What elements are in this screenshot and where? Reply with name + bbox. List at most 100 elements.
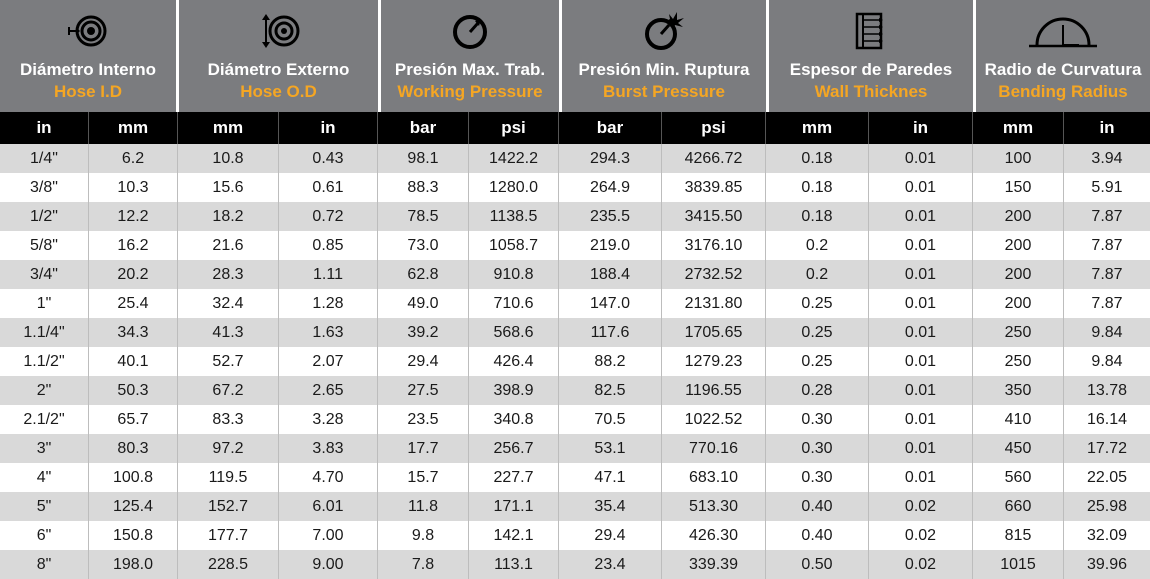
table-cell: 910.8	[469, 260, 559, 289]
table-cell: 770.16	[662, 434, 766, 463]
group-title-en: Bending Radius	[998, 82, 1128, 101]
table-cell: 188.4	[559, 260, 662, 289]
table-cell: 1.1/2"	[0, 347, 89, 376]
table-cell: 0.40	[766, 492, 869, 521]
group-title-es: Presión Min. Ruptura	[578, 60, 750, 79]
table-cell: 152.7	[178, 492, 279, 521]
table-cell: 9.84	[1091, 353, 1123, 370]
table-cell: 1196.55	[662, 376, 766, 405]
group-title-en: Working Pressure	[397, 82, 543, 101]
table-cell: 0.02	[869, 521, 973, 550]
table-cell: 3.94	[1091, 150, 1123, 167]
table-cell: 660	[973, 492, 1064, 521]
table-row: 1.1/2" 40.1 52.7 2.07 29.4 426.4 88.2 1279.23 0.…	[0, 347, 1150, 376]
table-cell: 7.87	[1091, 295, 1123, 312]
group-title-en: Burst Pressure	[603, 82, 725, 101]
table-cell: 88.3	[378, 173, 469, 202]
table-cell: 6.01	[279, 492, 378, 521]
table-cell: 0.01	[869, 144, 973, 173]
table-cell: 125.4	[89, 492, 178, 521]
table-cell: 264.9	[559, 173, 662, 202]
unit-label: psi	[662, 112, 766, 144]
table-cell: 0.02	[869, 550, 973, 579]
table-row: 1" 25.4 32.4 1.28 49.0 710.6 147.0 2131.80 0.25 0…	[0, 289, 1150, 318]
table-cell: 25.4	[89, 289, 178, 318]
table-cell: 6.2	[89, 144, 178, 173]
table-cell: 0.30	[766, 463, 869, 492]
table-cell: 119.5	[178, 463, 279, 492]
table-cell: 52.7	[178, 347, 279, 376]
group-burst-pressure: Presión Min. Ruptura Burst Pressure	[562, 0, 766, 112]
table-cell: 17.7	[378, 434, 469, 463]
table-cell: 0.01	[869, 463, 973, 492]
table-cell: 2.1/2"	[0, 405, 89, 434]
table-cell: 0.01	[869, 434, 973, 463]
table-cell: 41.3	[178, 318, 279, 347]
table-cell: 0.01	[869, 231, 973, 260]
table-cell: 53.1	[559, 434, 662, 463]
table-cell: 9.84	[1091, 324, 1123, 341]
table-cell: 27.5	[378, 376, 469, 405]
table-cell: 83.3	[178, 405, 279, 434]
table-row: 6" 150.8 177.7 7.00 9.8 142.1 29.4 426.30 0.40 0.…	[0, 521, 1150, 550]
unit-label: in	[869, 112, 973, 144]
table-cell: 70.5	[559, 405, 662, 434]
table-cell: 7.00	[279, 521, 378, 550]
wall-thickness-icon	[769, 10, 973, 52]
unit-label: mm	[766, 112, 869, 144]
table-cell: 1022.52	[662, 405, 766, 434]
unit-label: in	[279, 112, 378, 144]
table-cell: 7.87	[1091, 266, 1123, 283]
table-cell: 0.01	[869, 318, 973, 347]
unit-label: mm	[89, 112, 178, 144]
table-cell: 1280.0	[469, 173, 559, 202]
table-row: 3/4" 20.2 28.3 1.11 62.8 910.8 188.4 2732.52 0.2…	[0, 260, 1150, 289]
table-cell: 0.2	[766, 260, 869, 289]
table-cell: 18.2	[178, 202, 279, 231]
table-cell: 294.3	[559, 144, 662, 173]
table-cell: 4266.72	[662, 144, 766, 173]
table-cell: 513.30	[662, 492, 766, 521]
outer-diameter-icon	[179, 10, 378, 52]
table-cell: 177.7	[178, 521, 279, 550]
group-title-en: Hose I.D	[53, 82, 123, 101]
table-cell: 100	[973, 144, 1064, 173]
table-cell: 3176.10	[662, 231, 766, 260]
table-cell: 7.87	[1091, 237, 1123, 254]
table-cell: 78.5	[378, 202, 469, 231]
table-cell: 16.14	[1086, 411, 1128, 428]
table-cell: 198.0	[89, 550, 178, 579]
table-cell: 7.8	[378, 550, 469, 579]
table-cell: 142.1	[469, 521, 559, 550]
table-cell: 4.70	[279, 463, 378, 492]
table-cell: 339.39	[662, 550, 766, 579]
burst-gauge-icon	[562, 10, 766, 52]
table-cell: 50.3	[89, 376, 178, 405]
table-row: 1/2" 12.2 18.2 0.72 78.5 1138.5 235.5 3415.50 0.…	[0, 202, 1150, 231]
table-cell: 17.72	[1086, 440, 1128, 457]
table-cell: 12.2	[89, 202, 178, 231]
table-cell: 22.05	[1086, 469, 1128, 486]
table-cell: 0.25	[766, 318, 869, 347]
table-cell: 13.78	[1086, 382, 1128, 399]
table-cell: 4"	[0, 463, 89, 492]
table-cell: 7.87	[1091, 208, 1123, 225]
table-cell: 16.2	[89, 231, 178, 260]
table-cell: 0.01	[869, 376, 973, 405]
table-cell: 235.5	[559, 202, 662, 231]
table-cell: 1138.5	[469, 202, 559, 231]
table-cell: 98.1	[378, 144, 469, 173]
table-cell: 0.25	[766, 289, 869, 318]
group-title-en: Hose O.D	[240, 82, 317, 101]
table-cell: 8"	[0, 550, 89, 579]
table-cell: 250	[973, 347, 1064, 376]
table-cell: 1422.2	[469, 144, 559, 173]
table-cell: 15.6	[178, 173, 279, 202]
unit-label: bar	[559, 112, 662, 144]
group-title-es: Diámetro Externo	[207, 60, 350, 79]
table-cell: 227.7	[469, 463, 559, 492]
table-cell: 34.3	[89, 318, 178, 347]
unit-label: in	[0, 112, 89, 144]
table-cell: 67.2	[178, 376, 279, 405]
group-wall-thickness: Espesor de Paredes Wall Thicknes	[769, 0, 973, 112]
